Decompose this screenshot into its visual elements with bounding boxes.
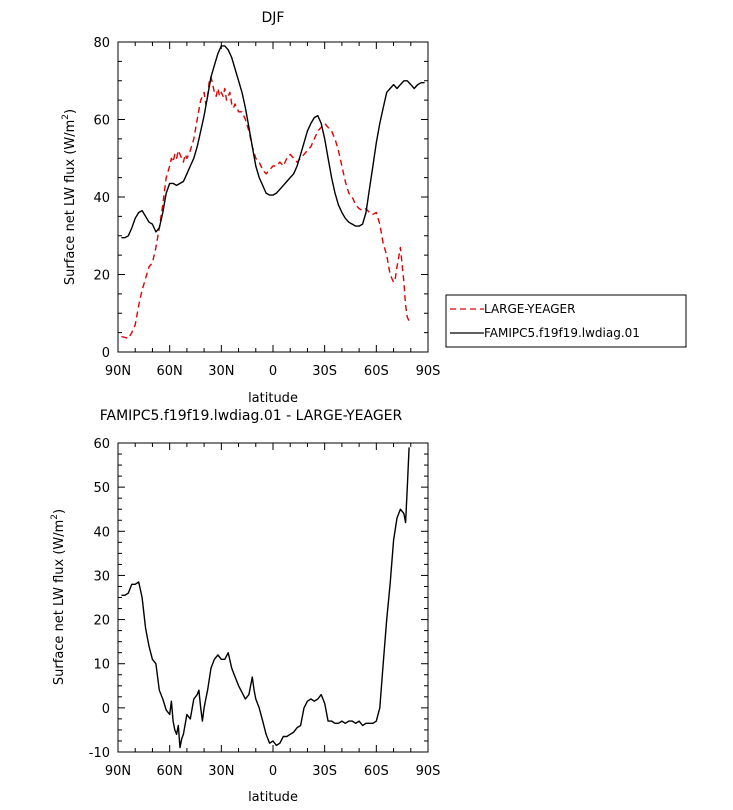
top-x-tick-label: 30S <box>312 364 337 379</box>
legend: LARGE-YEAGER FAMIPC5.f19f19.lwdiag.01 <box>445 294 687 348</box>
top-y-axis-label: Surface net LW flux (W/m2) <box>61 109 78 285</box>
top-x-axis-label: latitude <box>248 391 298 406</box>
top-y-axis-label-tail: ) <box>63 109 78 114</box>
bottom-y-axis-label-main: Surface net LW flux (W/m <box>52 520 67 685</box>
top-x-tick-label: 90S <box>416 364 441 379</box>
bottom-y-axis-label: Surface net LW flux (W/m2) <box>50 509 67 685</box>
bottom-x-tick-label: 30S <box>312 764 337 779</box>
bottom-x-tick-label: 0 <box>269 764 277 779</box>
top-y-tick-label: 0 <box>102 346 110 361</box>
top-plot-frame <box>117 41 429 353</box>
top-y-axis-label-main: Surface net LW flux (W/m <box>63 120 78 285</box>
top-panel: DJF 90N 60N 30N 0 30S 60S 90S 0 20 40 60 80 latitud… <box>61 10 687 406</box>
top-x-tick-label: 60N <box>157 364 183 379</box>
bottom-series-line-0 <box>121 447 410 749</box>
bottom-y-tick-label: 0 <box>102 702 110 717</box>
bottom-y-tick-label: -10 <box>89 746 110 761</box>
top-x-tick-label: 30N <box>208 364 234 379</box>
bottom-y-axis-label-tail: ) <box>52 509 67 514</box>
top-y-tick-label: 40 <box>93 191 110 206</box>
bottom-x-tick-label: 90N <box>105 764 131 779</box>
top-series-line-0 <box>121 76 410 340</box>
bottom-y-tick-label: 60 <box>93 437 110 452</box>
bottom-y-tick-label: 20 <box>93 614 110 629</box>
top-y-tick-label: 20 <box>93 269 110 284</box>
bottom-x-tick-label: 60S <box>364 764 389 779</box>
bottom-x-tick-label: 90S <box>416 764 441 779</box>
bottom-x-tick-label: 30N <box>208 764 234 779</box>
bottom-y-tick-label: 10 <box>93 658 110 673</box>
bottom-y-axis-label-sup: 2 <box>50 514 60 520</box>
legend-label-large-yeager: LARGE-YEAGER <box>484 302 575 316</box>
bottom-chart-title: FAMIPC5.f19f19.lwdiag.01 - LARGE-YEAGER <box>100 408 403 424</box>
top-x-tick-label: 60S <box>364 364 389 379</box>
bottom-x-axis-label: latitude <box>248 790 298 805</box>
top-x-tick-label: 0 <box>269 364 277 379</box>
top-x-tick-label: 90N <box>105 364 131 379</box>
top-y-tick-label: 80 <box>93 36 110 51</box>
bottom-y-tick-label: 40 <box>93 525 110 540</box>
legend-label-famipc5: FAMIPC5.f19f19.lwdiag.01 <box>484 326 640 340</box>
top-series-line-1 <box>121 45 425 239</box>
bottom-y-tick-label: 50 <box>93 481 110 496</box>
top-y-axis-label-sup: 2 <box>61 114 71 120</box>
top-chart-title: DJF <box>262 10 285 26</box>
top-y-tick-label: 60 <box>93 114 110 129</box>
bottom-panel: FAMIPC5.f19f19.lwdiag.01 - LARGE-YEAGER … <box>50 408 440 805</box>
bottom-y-tick-label: 30 <box>93 569 110 584</box>
bottom-x-tick-label: 60N <box>157 764 183 779</box>
legend-box <box>445 294 687 348</box>
